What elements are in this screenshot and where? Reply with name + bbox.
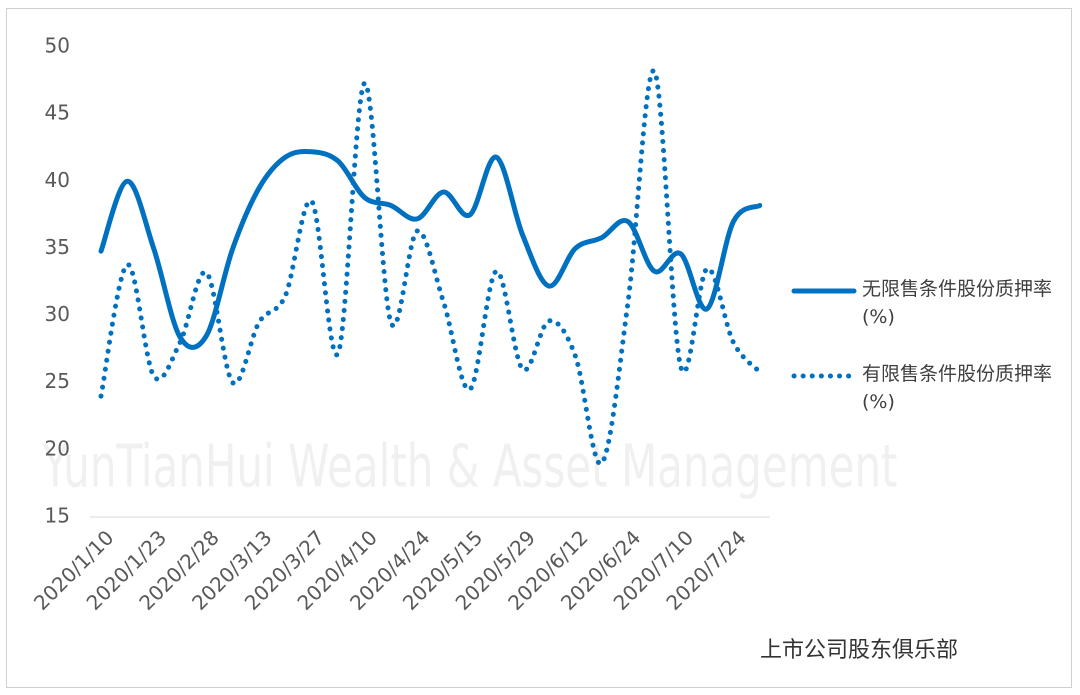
background-text: YunTianHui Wealth & Asset Management — [42, 434, 898, 502]
y-tick-label: 50 — [45, 34, 70, 58]
y-tick-label: 25 — [45, 369, 70, 393]
y-tick-label: 15 — [45, 504, 70, 528]
legend-swatch — [791, 288, 857, 294]
series-line — [98, 68, 763, 467]
watermark: 上市公司股东俱乐部 — [760, 638, 959, 663]
legend-label: 无限售条件股份质押率(%) — [862, 278, 1053, 328]
frame — [6, 8, 1072, 688]
series-line — [98, 148, 763, 350]
y-tick-label: 35 — [45, 235, 70, 259]
y-tick-label: 30 — [45, 302, 70, 326]
y-tick-label: 45 — [45, 101, 70, 125]
y-tick-label: 40 — [45, 168, 70, 192]
legend-swatch — [791, 373, 857, 379]
y-tick-label: 20 — [45, 436, 70, 460]
legend-label: 有限售条件股份质押率(%) — [862, 363, 1053, 413]
